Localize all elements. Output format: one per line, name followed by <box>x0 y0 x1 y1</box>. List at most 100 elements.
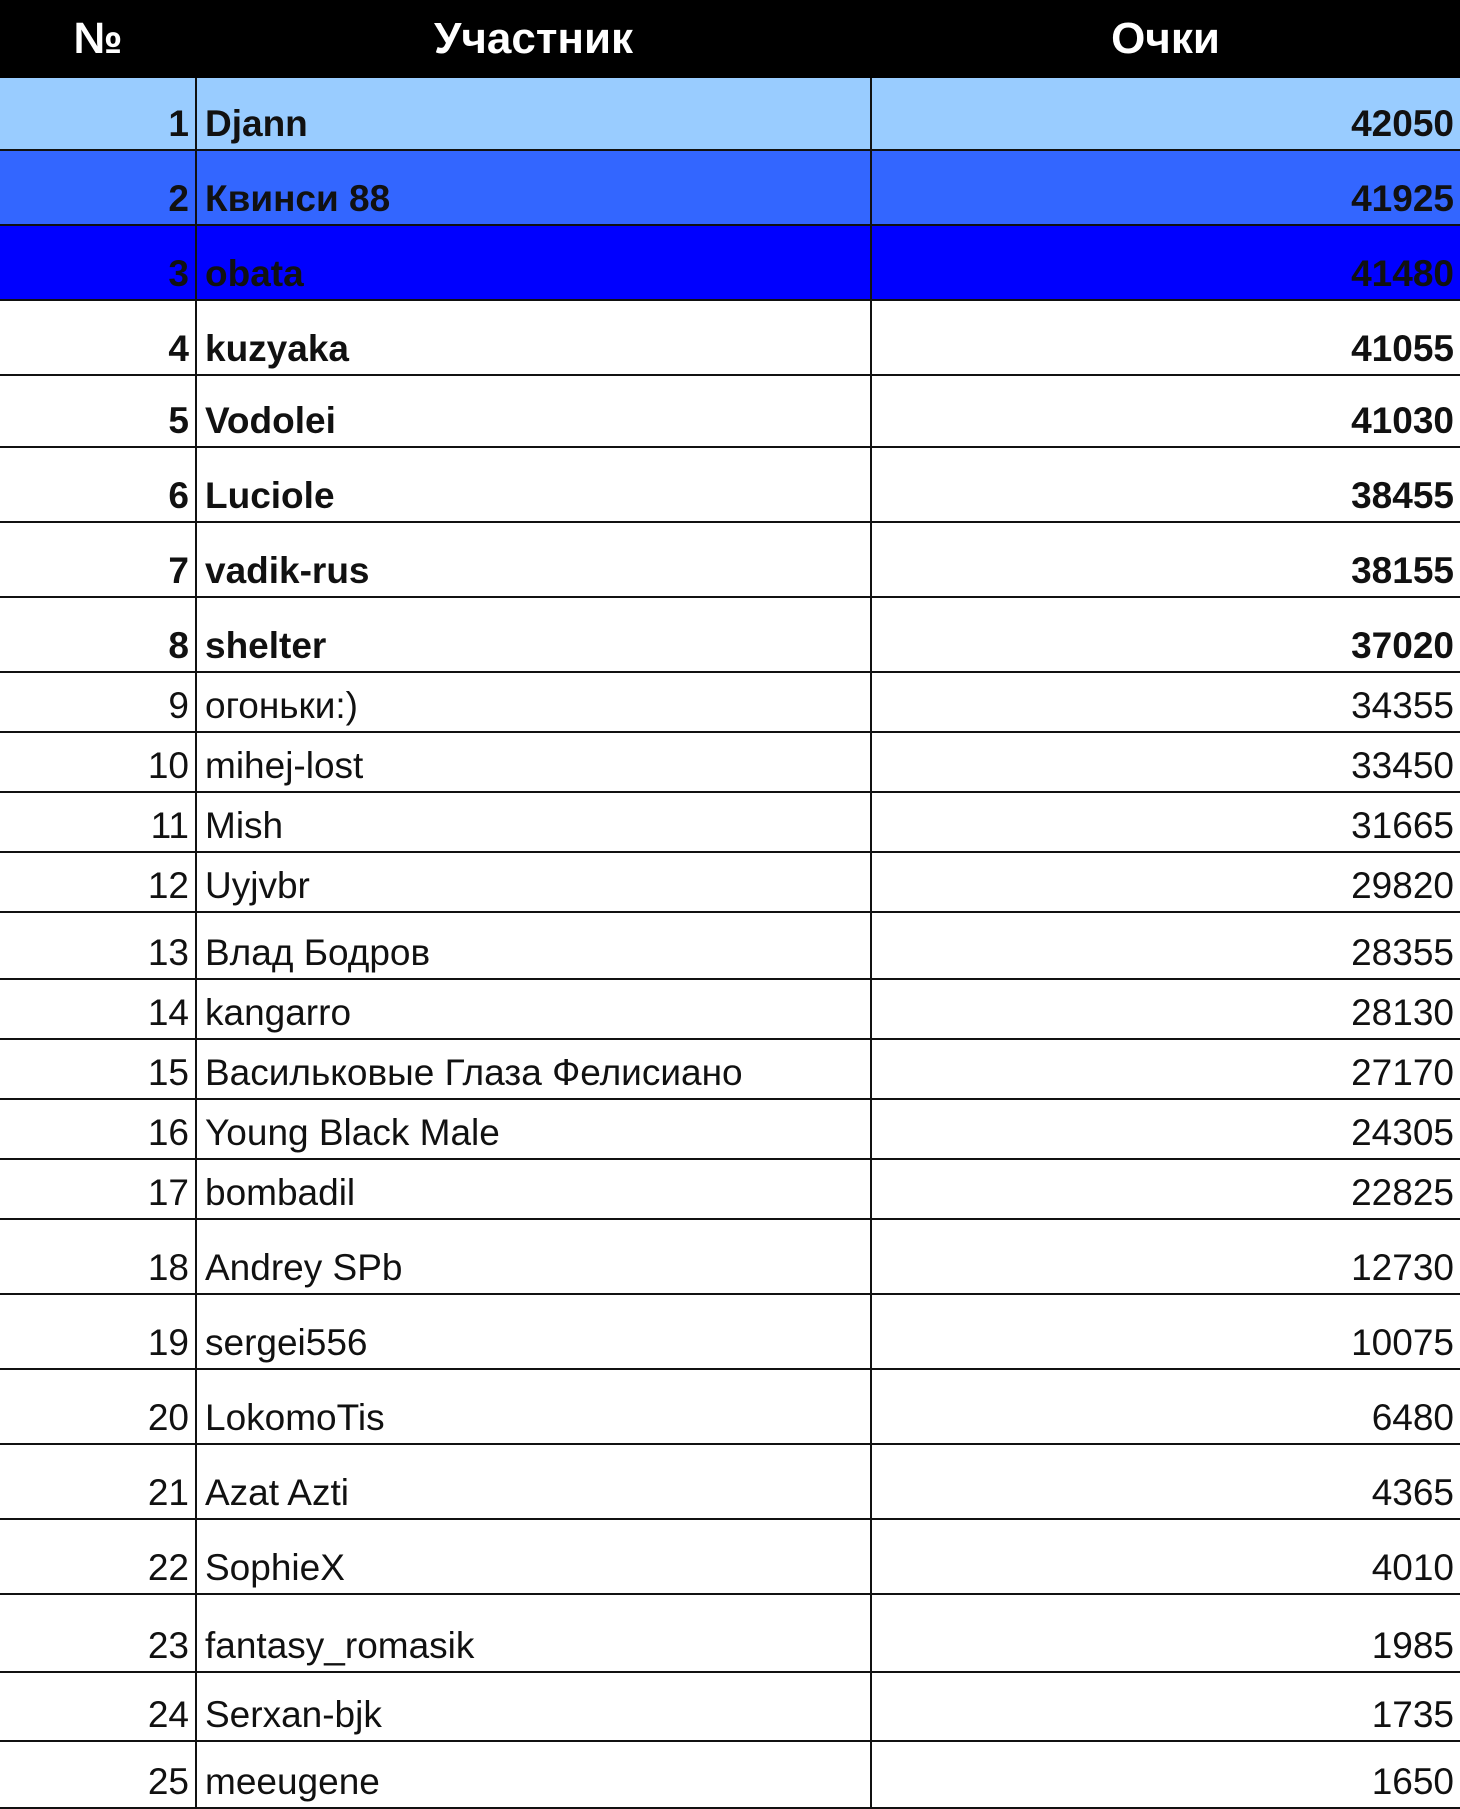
rank-cell: 22 <box>0 1519 197 1595</box>
points-cell: 1985 <box>871 1594 1460 1673</box>
rank-cell: 19 <box>0 1294 197 1370</box>
table-row: 1 Djann 42050 <box>0 78 1460 151</box>
points-cell: 31665 <box>871 792 1460 853</box>
table-row: 2 Квинси 88 41925 <box>0 150 1460 226</box>
rank-cell: 17 <box>0 1159 197 1220</box>
table-row: 18 Andrey SPb 12730 <box>0 1219 1460 1295</box>
rank-cell: 13 <box>0 912 197 980</box>
rank-cell: 4 <box>0 300 197 376</box>
points-cell: 4365 <box>871 1444 1460 1520</box>
participant-cell: SophieX <box>196 1519 872 1595</box>
table-row: 11 Mish 31665 <box>0 792 1460 853</box>
points-cell: 41480 <box>871 225 1460 301</box>
table-row: 15 Васильковые Глаза Фелисиано 27170 <box>0 1039 1460 1100</box>
participant-cell: kuzyaka <box>196 300 872 376</box>
rank-cell: 10 <box>0 732 197 793</box>
rank-cell: 5 <box>0 375 197 448</box>
points-cell: 28355 <box>871 912 1460 980</box>
participant-cell: Влад Бодров <box>196 912 872 980</box>
points-cell: 6480 <box>871 1369 1460 1445</box>
points-cell: 33450 <box>871 732 1460 793</box>
rank-cell: 8 <box>0 597 197 673</box>
points-cell: 37020 <box>871 597 1460 673</box>
header-row: № Участник Очки <box>0 0 1460 78</box>
rank-cell: 2 <box>0 150 197 226</box>
points-cell: 41030 <box>871 375 1460 448</box>
rank-cell: 21 <box>0 1444 197 1520</box>
table-row: 8 shelter 37020 <box>0 597 1460 673</box>
table-row: 13 Влад Бодров 28355 <box>0 912 1460 980</box>
points-cell: 4010 <box>871 1519 1460 1595</box>
points-cell: 1650 <box>871 1741 1460 1809</box>
participant-cell: Luciole <box>196 447 872 523</box>
points-cell: 38155 <box>871 522 1460 598</box>
points-cell: 12730 <box>871 1219 1460 1295</box>
table-row: 19 sergei556 10075 <box>0 1294 1460 1370</box>
participant-cell: sergei556 <box>196 1294 872 1370</box>
points-cell: 34355 <box>871 672 1460 733</box>
points-cell: 27170 <box>871 1039 1460 1100</box>
rank-cell: 6 <box>0 447 197 523</box>
participant-cell: Vodolei <box>196 375 872 448</box>
participant-cell: Uyjvbr <box>196 852 872 913</box>
participant-cell: bombadil <box>196 1159 872 1220</box>
participant-cell: LokomoTis <box>196 1369 872 1445</box>
participant-cell: kangarro <box>196 979 872 1040</box>
table-row: 5 Vodolei 41030 <box>0 375 1460 448</box>
participant-cell: Васильковые Глаза Фелисиано <box>196 1039 872 1100</box>
participant-cell: meeugene <box>196 1741 872 1809</box>
rank-cell: 15 <box>0 1039 197 1100</box>
points-cell: 10075 <box>871 1294 1460 1370</box>
points-cell: 22825 <box>871 1159 1460 1220</box>
table-row: 12 Uyjvbr 29820 <box>0 852 1460 913</box>
table-row: 17 bombadil 22825 <box>0 1159 1460 1220</box>
points-cell: 41055 <box>871 300 1460 376</box>
table-row: 4 kuzyaka 41055 <box>0 300 1460 376</box>
rank-cell: 23 <box>0 1594 197 1673</box>
table-row: 14 kangarro 28130 <box>0 979 1460 1040</box>
participant-cell: Квинси 88 <box>196 150 872 226</box>
table-row: 6 Luciole 38455 <box>0 447 1460 523</box>
table-row: 20 LokomoTis 6480 <box>0 1369 1460 1445</box>
participant-cell: Mish <box>196 792 872 853</box>
rank-cell: 7 <box>0 522 197 598</box>
points-cell: 1735 <box>871 1672 1460 1742</box>
rank-cell: 24 <box>0 1672 197 1742</box>
participant-cell: shelter <box>196 597 872 673</box>
points-cell: 38455 <box>871 447 1460 523</box>
points-cell: 24305 <box>871 1099 1460 1160</box>
rank-cell: 12 <box>0 852 197 913</box>
participant-cell: Serxan-bjk <box>196 1672 872 1742</box>
points-cell: 42050 <box>871 78 1460 151</box>
table-row: 3 obata 41480 <box>0 225 1460 301</box>
table-row: 9 огоньки:) 34355 <box>0 672 1460 733</box>
rank-cell: 18 <box>0 1219 197 1295</box>
rank-cell: 16 <box>0 1099 197 1160</box>
table-row: 22 SophieX 4010 <box>0 1519 1460 1595</box>
table-row: 7 vadik-rus 38155 <box>0 522 1460 598</box>
participant-cell: Young Black Male <box>196 1099 872 1160</box>
rank-cell: 20 <box>0 1369 197 1445</box>
table-row: 23 fantasy_romasik 1985 <box>0 1594 1460 1673</box>
points-cell: 41925 <box>871 150 1460 226</box>
rank-cell: 9 <box>0 672 197 733</box>
rank-cell: 14 <box>0 979 197 1040</box>
rank-cell: 1 <box>0 78 197 151</box>
points-cell: 29820 <box>871 852 1460 913</box>
table-row: 24 Serxan-bjk 1735 <box>0 1672 1460 1742</box>
header-participant: Участник <box>196 0 871 78</box>
points-cell: 28130 <box>871 979 1460 1040</box>
rank-cell: 11 <box>0 792 197 853</box>
header-num: № <box>0 0 196 78</box>
table-row: 21 Azat Azti 4365 <box>0 1444 1460 1520</box>
participant-cell: obata <box>196 225 872 301</box>
participant-cell: mihej-lost <box>196 732 872 793</box>
table-row: 25 meeugene 1650 <box>0 1741 1460 1809</box>
participant-cell: vadik-rus <box>196 522 872 598</box>
table-row: 10 mihej-lost 33450 <box>0 732 1460 793</box>
participant-cell: Azat Azti <box>196 1444 872 1520</box>
participant-cell: Andrey SPb <box>196 1219 872 1295</box>
header-points: Очки <box>871 0 1460 78</box>
rank-cell: 3 <box>0 225 197 301</box>
